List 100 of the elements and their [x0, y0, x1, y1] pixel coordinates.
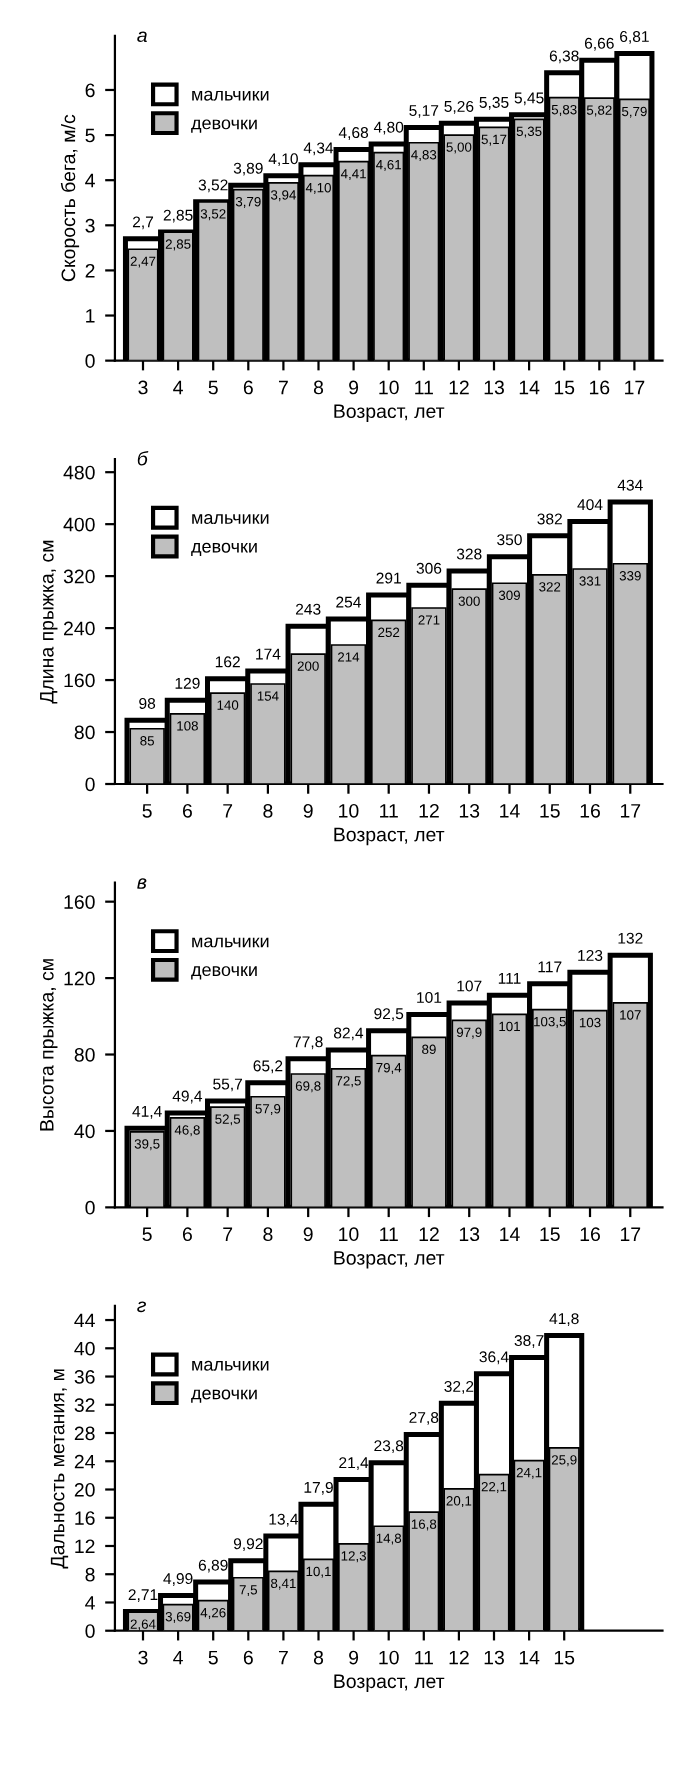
y-tick-label: 480 — [63, 465, 95, 480]
x-tick-label: 5 — [142, 804, 152, 818]
x-tick-label: 14 — [500, 1227, 520, 1241]
x-tick-label: 14 — [519, 380, 540, 395]
x-axis-title: Возраст, лет — [334, 827, 445, 846]
x-tick-label: 15 — [540, 1227, 560, 1242]
y-tick-label: 4 — [85, 173, 95, 188]
x-tick-label: 4 — [173, 380, 183, 395]
x-tick-label: 12 — [419, 803, 439, 818]
x-tick-label: 11 — [415, 1650, 433, 1665]
y-tick-label: 40 — [74, 1341, 95, 1356]
y-tick-label: 16 — [75, 1511, 95, 1525]
x-tick-label: 10 — [379, 1650, 399, 1665]
x-tick-label: 17 — [620, 1227, 641, 1241]
y-tick-label: 80 — [74, 725, 95, 740]
y-tick-label: 160 — [64, 673, 95, 688]
y-tick-label: 0 — [85, 1624, 95, 1638]
y-tick-label: 8 — [85, 1567, 95, 1582]
x-tick-label: 5 — [208, 1650, 218, 1665]
x-tick-label: 17 — [620, 804, 641, 818]
x-tick-label: 15 — [540, 804, 560, 818]
x-tick-label: 4 — [173, 1650, 183, 1665]
x-tick-label: 8 — [263, 1227, 273, 1242]
y-axis-title: Скорость бега, м/с — [60, 114, 80, 282]
y-axis-title: Высота прыжка, см — [40, 959, 58, 1131]
x-tick-label: 5 — [142, 1227, 152, 1242]
x-tick-label: 7 — [278, 380, 288, 395]
x-axis-title: Возраст, лет — [334, 1674, 445, 1692]
y-tick-label: 400 — [63, 517, 95, 532]
y-tick-label: 24 — [74, 1454, 95, 1469]
y-tick-label: 160 — [64, 895, 95, 909]
legend-label: мальчики — [192, 937, 269, 948]
x-tick-label: 11 — [380, 804, 398, 818]
x-tick-label: 9 — [349, 1650, 359, 1665]
x-tick-label: 6 — [243, 380, 253, 395]
x-tick-label: 6 — [182, 803, 192, 818]
x-tick-label: 8 — [263, 803, 273, 818]
x-tick-label: 6 — [182, 1227, 192, 1242]
x-tick-label: 13 — [484, 380, 504, 395]
y-tick-label: 320 — [63, 569, 95, 584]
x-tick-label: 12 — [449, 380, 469, 395]
y-tick-label: 4 — [85, 1596, 95, 1610]
y-tick-label: 80 — [74, 1047, 95, 1062]
x-tick-label: 12 — [449, 1650, 469, 1665]
y-tick-label: 3 — [85, 218, 95, 233]
x-tick-label: 7 — [278, 1650, 288, 1665]
y-tick-label: 0 — [85, 1200, 95, 1215]
x-axis-title: Возраст, лет — [334, 1251, 445, 1269]
x-tick-label: 12 — [419, 1227, 439, 1241]
x-tick-label: 11 — [415, 380, 433, 395]
x-tick-label: 13 — [459, 803, 480, 818]
legend-label: мальчики — [192, 90, 269, 101]
x-tick-label: 7 — [223, 804, 233, 818]
y-tick-label: 1 — [86, 309, 95, 323]
y-tick-label: 28 — [74, 1426, 95, 1441]
x-tick-label: 3 — [138, 1650, 148, 1665]
y-tick-label: 240 — [64, 621, 95, 636]
y-axis-title: Дальность метания, м — [50, 1369, 69, 1569]
chart-title: а — [137, 31, 147, 43]
x-tick-label: 7 — [223, 1227, 233, 1241]
x-axis-title: Возраст, лет — [334, 404, 445, 422]
y-tick-label: 5 — [85, 128, 95, 143]
legend-label: девочки — [191, 966, 257, 980]
x-tick-label: 14 — [500, 804, 520, 818]
x-tick-label: 9 — [349, 380, 359, 395]
x-tick-label: 15 — [554, 380, 575, 395]
y-axis-title: Длина прыжка, см — [40, 540, 58, 704]
chart-title: г — [137, 1301, 146, 1313]
x-tick-label: 3 — [138, 380, 148, 395]
x-tick-label: 17 — [625, 380, 645, 395]
x-tick-label: 16 — [580, 803, 600, 818]
legend-label: мальчики — [192, 1360, 269, 1371]
x-tick-label: 16 — [580, 1227, 600, 1242]
y-tick-label: 36 — [74, 1370, 95, 1384]
x-tick-label: 10 — [379, 380, 399, 395]
x-tick-label: 9 — [303, 1227, 313, 1242]
x-tick-label: 13 — [484, 1650, 504, 1665]
y-tick-label: 0 — [85, 777, 95, 792]
x-tick-label: 10 — [339, 803, 359, 818]
y-tick-label: 32 — [74, 1398, 95, 1413]
x-tick-label: 16 — [589, 380, 610, 395]
y-tick-label: 0 — [85, 354, 95, 368]
y-tick-label: 20 — [74, 1482, 95, 1497]
y-tick-label: 2 — [85, 263, 95, 278]
x-tick-label: 10 — [339, 1227, 359, 1242]
chart-title: б — [137, 451, 149, 466]
chart-title: в — [137, 878, 147, 889]
y-tick-label: 44 — [74, 1313, 95, 1328]
legend-label: девочки — [191, 542, 257, 557]
x-tick-label: 11 — [380, 1227, 398, 1241]
y-tick-label: 12 — [75, 1539, 95, 1554]
x-tick-label: 8 — [313, 380, 324, 395]
x-tick-label: 8 — [313, 1650, 324, 1665]
y-tick-label: 6 — [85, 83, 95, 98]
legend-label: мальчики — [192, 514, 269, 524]
x-tick-label: 6 — [243, 1650, 253, 1665]
x-tick-label: 14 — [519, 1650, 540, 1665]
legend-label: девочки — [191, 119, 257, 133]
y-tick-label: 120 — [64, 971, 95, 986]
x-tick-label: 9 — [303, 803, 313, 818]
